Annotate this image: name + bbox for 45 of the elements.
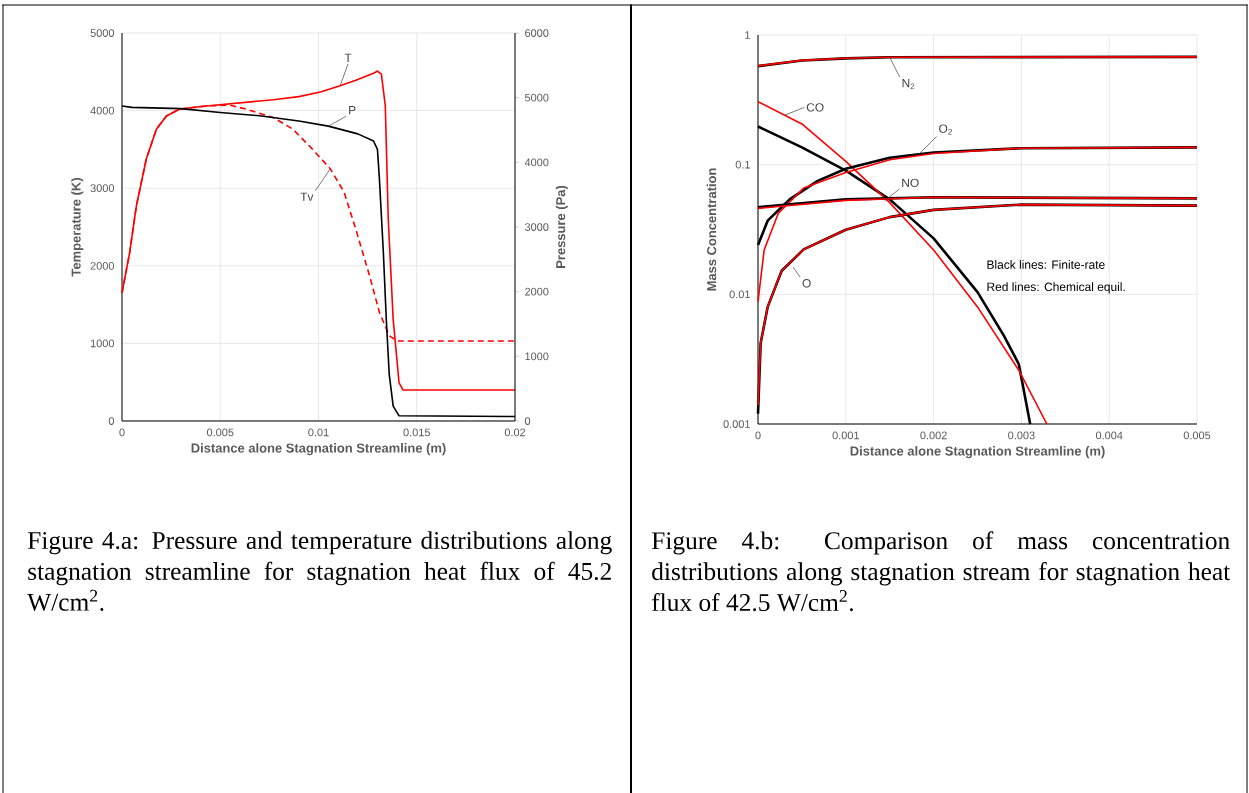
y2-tick-label: 1000	[525, 352, 549, 361]
y-tick-label: 0.1	[735, 160, 750, 169]
annotation: O$_{2}$	[939, 124, 952, 135]
text: Tv	[300, 192, 314, 201]
x-tick-label: 0.002	[920, 431, 947, 440]
annotation: NO	[902, 178, 919, 188]
x-tick-label: 0.02	[504, 428, 526, 437]
y2-tick-label: 2000	[525, 287, 549, 296]
caption: Figure 4.a: Pressure and temperature distributions along stagnation streamline for stagnation heat flux of 45.2 W/cm$^{2}$.	[27, 531, 612, 611]
x-tick-label: 0.005	[1183, 431, 1211, 440]
annotation: CO	[806, 103, 824, 112]
y-tick-label: 3000	[90, 184, 115, 193]
y-tick-label: 4000	[90, 106, 115, 115]
annotation: N$_{2}$	[902, 79, 915, 90]
x-tick-label: 0.001	[832, 431, 859, 440]
y-axis-title: Temperature (K)	[71, 178, 84, 277]
annotation: O	[802, 279, 811, 288]
y-tick-label: 2000	[90, 261, 115, 270]
x-tick-label: 0.003	[1008, 431, 1035, 440]
y-tick-label: 1	[745, 31, 750, 39]
y-axis-title: Mass Concentration	[706, 168, 717, 291]
x-tick-label: 0.01	[308, 428, 329, 437]
x-axis-title: Distance alone Stagnation Streamline (m)	[191, 443, 446, 456]
x-tick-label: 0.004	[1095, 431, 1123, 440]
y-tick-label: 5000	[90, 29, 115, 37]
y2-tick-label: 4000	[524, 158, 549, 167]
x-tick-label: 0	[755, 431, 761, 440]
x-tick-label: 0	[119, 428, 125, 437]
series-label: T	[344, 53, 352, 62]
y-tick-label: 0.001	[723, 420, 750, 428]
y2-tick-label: 6000	[525, 29, 549, 37]
annotation: Red lines: Chemical equil.	[987, 282, 1125, 294]
y2-tick-label: 5000	[524, 93, 549, 102]
caption: Figure 4.b: Comparison of mass concentration distributions along stagnation stream for stagnation heat flux of 42.5 W/cm$^{2}$.	[651, 531, 1231, 612]
y2-tick-label: 3000	[524, 223, 549, 231]
series-label: P	[349, 106, 356, 115]
x-tick-label: 0.005	[206, 428, 234, 437]
x-axis-title: Distance alone Stagnation Streamline (m)	[850, 446, 1105, 459]
y-tick-label: 0	[108, 417, 115, 425]
y-tick-label: 0.01	[729, 290, 750, 299]
y2-axis-title: Pressure (Pa)	[555, 185, 568, 268]
y-tick-label: 1000	[90, 339, 115, 348]
annotation: Black lines: Finite-rate	[987, 260, 1105, 269]
x-tick-label: 0.015	[403, 428, 430, 437]
y2-tick-label: 0	[524, 417, 531, 425]
